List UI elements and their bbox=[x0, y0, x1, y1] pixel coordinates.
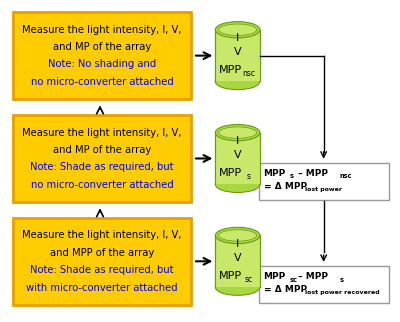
FancyBboxPatch shape bbox=[215, 235, 260, 287]
FancyBboxPatch shape bbox=[13, 218, 191, 305]
Text: MPP: MPP bbox=[264, 169, 286, 178]
FancyBboxPatch shape bbox=[13, 115, 191, 202]
Text: Measure the light intensity, I, V,: Measure the light intensity, I, V, bbox=[22, 128, 182, 137]
Text: Note: Shade as required, but: Note: Shade as required, but bbox=[30, 265, 174, 275]
FancyBboxPatch shape bbox=[215, 158, 260, 184]
Text: Note: No shading and: Note: No shading and bbox=[48, 60, 156, 70]
FancyBboxPatch shape bbox=[259, 266, 389, 303]
Text: MPP: MPP bbox=[264, 272, 286, 281]
FancyBboxPatch shape bbox=[215, 30, 260, 81]
Text: V: V bbox=[234, 47, 242, 57]
FancyBboxPatch shape bbox=[215, 56, 260, 81]
Text: – MPP: – MPP bbox=[295, 272, 328, 281]
Text: V: V bbox=[234, 150, 242, 160]
Ellipse shape bbox=[215, 279, 260, 295]
Text: = Δ MPP: = Δ MPP bbox=[264, 285, 307, 294]
Text: MPP: MPP bbox=[219, 65, 242, 75]
Text: and MP of the array: and MP of the array bbox=[53, 42, 151, 52]
Text: nsc: nsc bbox=[339, 173, 352, 179]
Ellipse shape bbox=[215, 22, 260, 38]
Text: MPP: MPP bbox=[219, 270, 242, 280]
Ellipse shape bbox=[215, 176, 260, 193]
FancyBboxPatch shape bbox=[13, 12, 191, 99]
Text: – MPP: – MPP bbox=[295, 169, 328, 178]
Text: s: s bbox=[290, 173, 294, 179]
Ellipse shape bbox=[215, 73, 260, 90]
Ellipse shape bbox=[219, 24, 256, 35]
Ellipse shape bbox=[219, 230, 256, 241]
Text: lost power: lost power bbox=[305, 187, 342, 192]
Text: with micro-converter attached: with micro-converter attached bbox=[26, 283, 178, 293]
Text: = Δ MPP: = Δ MPP bbox=[264, 182, 307, 191]
FancyBboxPatch shape bbox=[259, 163, 389, 200]
Text: s: s bbox=[246, 172, 250, 181]
Text: Measure the light intensity, I, V,: Measure the light intensity, I, V, bbox=[22, 25, 182, 35]
Text: Measure the light intensity, I, V,: Measure the light intensity, I, V, bbox=[22, 230, 182, 240]
FancyBboxPatch shape bbox=[215, 133, 260, 184]
Ellipse shape bbox=[219, 127, 256, 138]
Text: no micro-converter attached: no micro-converter attached bbox=[30, 77, 173, 87]
Text: MPP: MPP bbox=[219, 168, 242, 178]
Text: and MPP of the array: and MPP of the array bbox=[50, 248, 154, 258]
Ellipse shape bbox=[215, 227, 260, 244]
Text: I: I bbox=[236, 239, 239, 249]
FancyBboxPatch shape bbox=[215, 261, 260, 287]
Text: and MP of the array: and MP of the array bbox=[53, 145, 151, 155]
Text: s: s bbox=[339, 277, 343, 282]
Text: sc: sc bbox=[290, 277, 298, 282]
Text: lost power recovered: lost power recovered bbox=[305, 290, 380, 295]
Ellipse shape bbox=[215, 124, 260, 141]
Text: V: V bbox=[234, 253, 242, 263]
Text: no micro-converter attached: no micro-converter attached bbox=[30, 180, 173, 190]
Text: sc: sc bbox=[244, 275, 252, 284]
Text: nsc: nsc bbox=[242, 69, 255, 78]
Text: I: I bbox=[236, 33, 239, 43]
Text: Note: Shade as required, but: Note: Shade as required, but bbox=[30, 162, 174, 172]
Text: I: I bbox=[236, 136, 239, 146]
